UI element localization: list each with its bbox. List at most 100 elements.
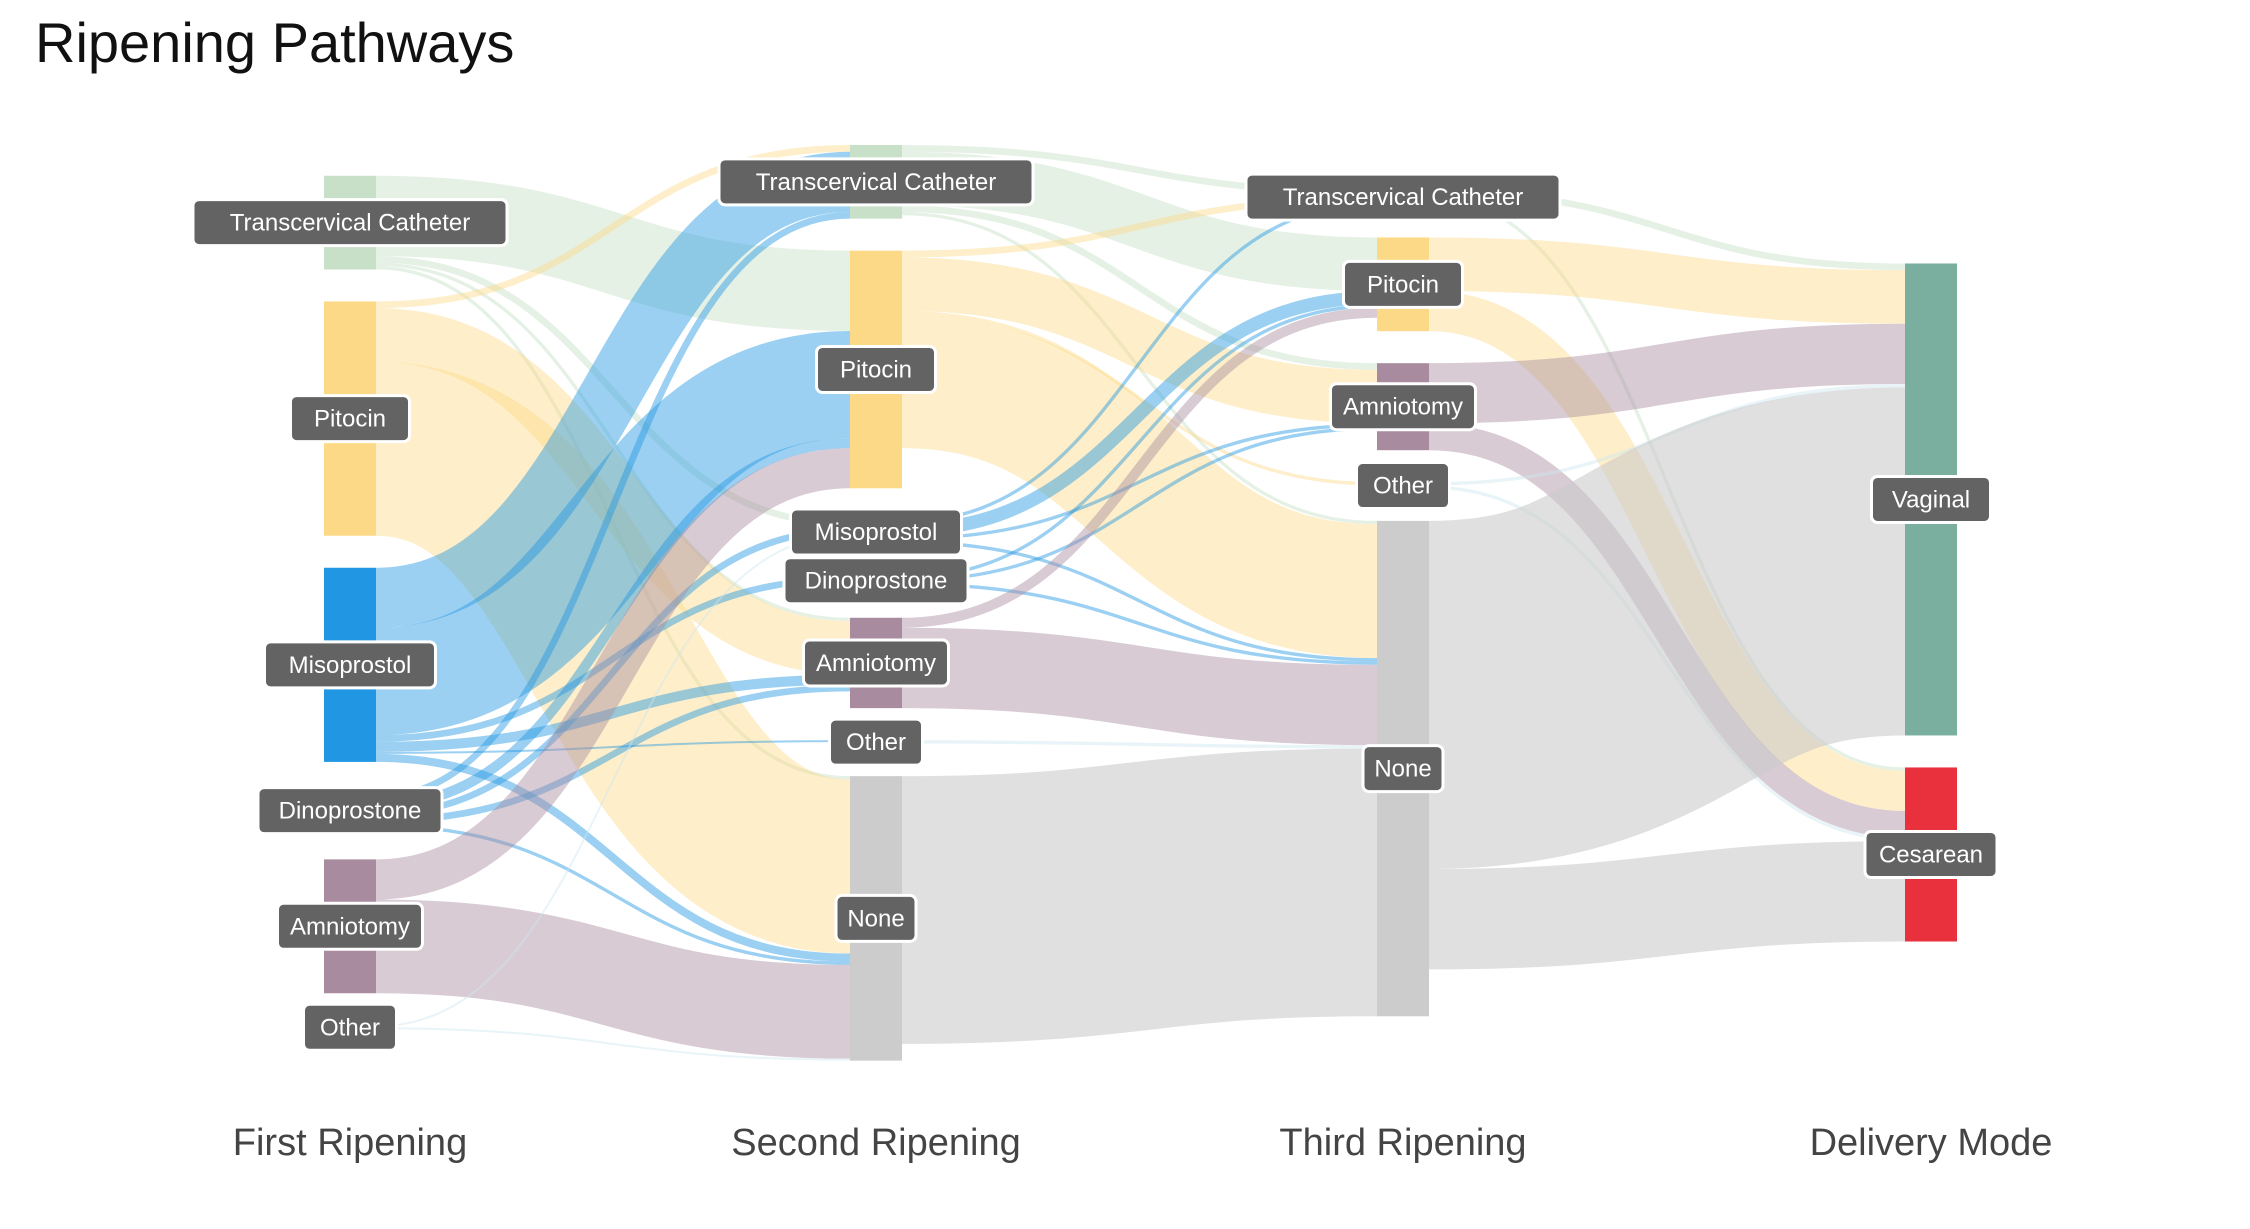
node-label-box <box>717 157 1035 207</box>
flow-link <box>901 582 1378 665</box>
node-label-text: Amniotomy <box>290 913 410 940</box>
flow-link <box>375 753 851 962</box>
node-label-box <box>276 901 424 951</box>
flow-link <box>375 899 851 1059</box>
node-label-text: Transcervical Catheter <box>756 169 997 196</box>
node-label: Pitocin <box>1342 259 1464 309</box>
node-label-box <box>1870 474 1992 524</box>
flow-link <box>375 308 851 675</box>
flow-link <box>375 824 851 965</box>
node-label-box <box>263 640 437 690</box>
page-title: Ripening Pathways <box>35 11 515 74</box>
node-label-text: Pitocin <box>840 356 912 383</box>
flow-link <box>375 684 851 825</box>
flow-link <box>1428 237 1906 324</box>
flow-link <box>901 740 1378 749</box>
node-label: Dinoprostone <box>256 786 444 836</box>
flow-link <box>374 330 852 736</box>
flow-link <box>901 291 1378 538</box>
node-label-box <box>782 556 970 606</box>
node-label-box <box>289 394 411 444</box>
node-label-box <box>828 717 924 767</box>
flow-link <box>375 448 851 900</box>
links-layer <box>371 144 1909 1061</box>
flow-link <box>375 533 851 1028</box>
node-label: Other <box>302 1002 398 1052</box>
node-label-text: Dinoprostone <box>805 568 948 595</box>
node-label-box <box>1329 382 1477 432</box>
node-label-text: Cesarean <box>1879 841 1983 868</box>
flow-link <box>1428 323 1906 424</box>
flow-link <box>901 211 1378 525</box>
node-label-box <box>256 786 444 836</box>
flow-link <box>375 575 851 742</box>
flow-link <box>375 526 851 818</box>
node-label: Misoprostol <box>789 507 963 557</box>
flow-link <box>1428 841 1906 970</box>
node-label: Transcervical Catheter <box>191 198 509 248</box>
flow-link <box>375 262 851 622</box>
node-label: None <box>1361 744 1445 794</box>
node-label-box <box>1355 461 1451 511</box>
node-label-text: Pitocin <box>314 406 386 433</box>
node-label-box <box>834 893 918 943</box>
node-label: Dinoprostone <box>782 556 970 606</box>
node-label-box <box>191 198 509 248</box>
node-label: Pitocin <box>289 394 411 444</box>
flow-link <box>375 438 851 811</box>
flow-link <box>901 748 1378 1044</box>
flow-link <box>375 674 851 752</box>
flow-link <box>900 314 1379 659</box>
flow-link <box>901 627 1378 746</box>
node-label: Misoprostol <box>263 640 437 690</box>
node-label-text: Misoprostol <box>815 519 938 546</box>
node-label-box <box>1342 259 1464 309</box>
node-label-text: Misoprostol <box>289 652 412 679</box>
stage-label: First Ripening <box>233 1122 467 1164</box>
flow-link <box>1425 387 1909 870</box>
stage-label: Delivery Mode <box>1810 1122 2053 1164</box>
node-label-box <box>789 507 963 557</box>
node-label-text: Vaginal <box>1892 486 1970 513</box>
node-label: None <box>834 893 918 943</box>
flow-link <box>375 1027 851 1061</box>
flow-link <box>901 426 1378 583</box>
node-label: Cesarean <box>1863 829 1999 879</box>
flow-link <box>901 540 1378 662</box>
flow-link <box>375 740 851 754</box>
flow-link <box>901 307 1378 628</box>
stage-label: Second Ripening <box>731 1122 1020 1164</box>
flow-link <box>901 205 1378 370</box>
node-label: Transcervical Catheter <box>1244 172 1562 222</box>
node-label-text: Other <box>1373 473 1433 500</box>
node-label-text: Amniotomy <box>1343 394 1463 421</box>
node-label-text: Pitocin <box>1367 271 1439 298</box>
flow-link <box>375 211 851 801</box>
node-label: Amniotomy <box>276 901 424 951</box>
node-label: Pitocin <box>815 344 937 394</box>
node-label-box <box>302 1002 398 1052</box>
flow-link <box>375 266 851 780</box>
node-label: Other <box>1355 461 1451 511</box>
flow-link <box>901 202 1378 524</box>
node-label-box <box>815 344 937 394</box>
flow-link <box>375 256 851 527</box>
node-label-box <box>1361 744 1445 794</box>
node-label: Transcervical Catheter <box>717 157 1035 207</box>
node-label-box <box>1244 172 1562 222</box>
flow-link <box>375 144 851 309</box>
node-label-box <box>1863 829 1999 879</box>
flow-link <box>901 423 1378 541</box>
stage-labels-layer: First Ripening Second Ripening Third Ripen… <box>233 1122 2053 1164</box>
flow-link <box>371 361 855 954</box>
flow-link <box>901 304 1378 580</box>
node-labels-layer: Transcervical Catheter Pitocin Misoprostol… <box>191 157 1999 1052</box>
node-label: Vaginal <box>1870 474 1992 524</box>
node-label-text: Other <box>320 1014 380 1041</box>
flow-link <box>901 257 1378 424</box>
node-label-text: Transcervical Catheter <box>1283 184 1524 211</box>
node-label: Amniotomy <box>1329 382 1477 432</box>
node-label-text: None <box>1374 756 1431 783</box>
stage-label: Third Ripening <box>1279 1122 1526 1164</box>
